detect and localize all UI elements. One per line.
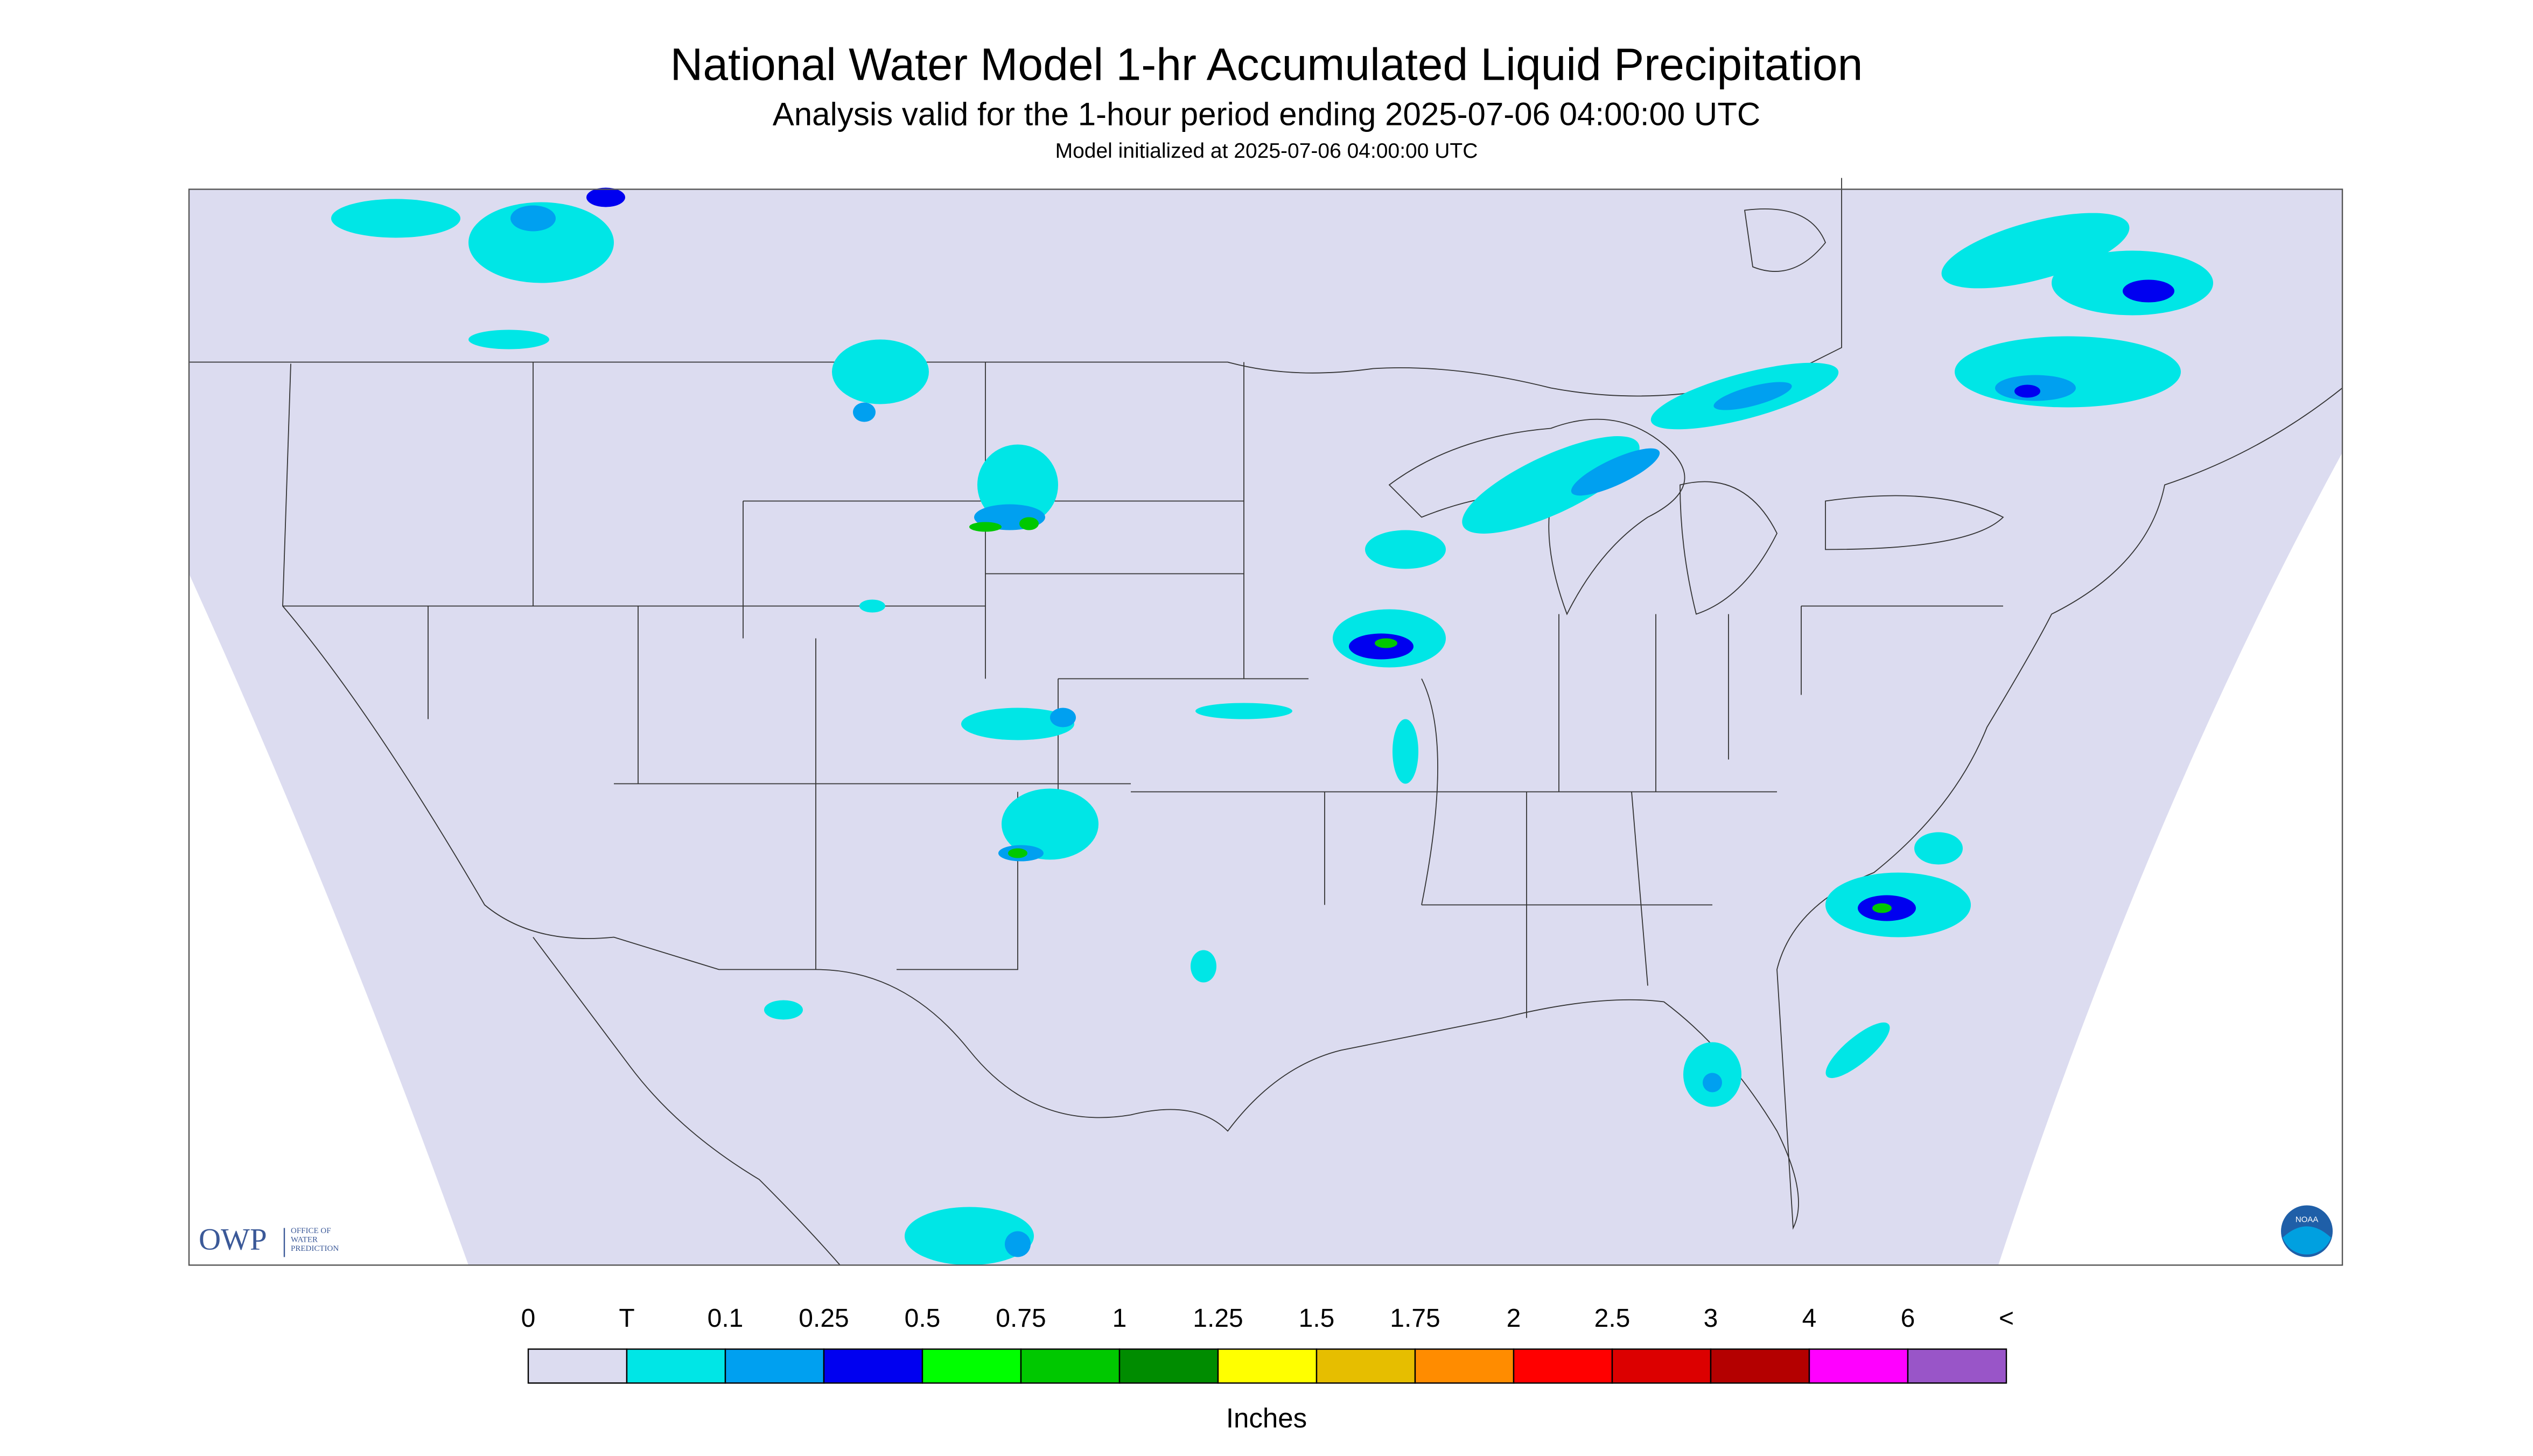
owp-logo-line: WATER (291, 1235, 318, 1244)
precip-area (1195, 703, 1292, 719)
precip-area (1955, 336, 2181, 408)
precip-area (2014, 384, 2040, 398)
map-frame (188, 188, 2343, 1266)
owp-logo-line: OFFICE OF (291, 1227, 331, 1235)
subtitle: Analysis valid for the 1-hour period end… (773, 96, 1760, 132)
precip-area (468, 202, 614, 283)
precip-area (859, 599, 885, 613)
precip-area (1393, 719, 1418, 784)
precip-area (586, 187, 625, 207)
precip-area (2123, 279, 2174, 303)
precip-area (331, 199, 460, 238)
noaa-label: NOAA (2296, 1215, 2319, 1224)
precip-area (1050, 708, 1076, 727)
legend-swatch (1611, 1348, 1712, 1384)
legend-swatch (724, 1348, 825, 1384)
legend-label: 0.75 (996, 1304, 1046, 1333)
precip-area (1005, 1231, 1031, 1257)
legend-swatch (823, 1348, 923, 1384)
legend-swatch (1118, 1348, 1219, 1384)
precip-area (1941, 213, 2130, 289)
precip-area (468, 330, 549, 349)
legend-label: 1.25 (1193, 1304, 1243, 1333)
precip-area (1713, 382, 1792, 410)
legend-swatch (527, 1348, 628, 1384)
precip-area (1462, 436, 1640, 534)
units-label: Inches (1226, 1403, 1307, 1433)
precip-area (905, 1207, 1034, 1265)
precip-area (1703, 1073, 1722, 1093)
model-init: Model initialized at 2025-07-06 04:00:00… (1055, 139, 1478, 163)
legend-label: 4 (1802, 1304, 1817, 1333)
legend-swatch (1316, 1348, 1416, 1384)
precip-area (1008, 848, 1027, 858)
projection-edge (189, 573, 468, 1265)
legend-label: 0.25 (799, 1304, 849, 1333)
legend-label: 0.5 (905, 1304, 941, 1333)
precip-area (1365, 530, 1446, 569)
legend-label: 2 (1507, 1304, 1521, 1333)
owp-logo-line: PREDICTION (291, 1244, 339, 1253)
legend-label: 6 (1901, 1304, 1915, 1333)
precip-area (510, 205, 556, 232)
precip-area (969, 522, 1002, 532)
precip-area (1872, 903, 1892, 913)
noaa-logo-wave (2283, 1226, 2331, 1255)
legend-swatch (1710, 1348, 1810, 1384)
legend-label: 1.5 (1299, 1304, 1335, 1333)
precip-area (1002, 788, 1098, 860)
owp-logo: OWP (199, 1223, 267, 1257)
legend-label: T (619, 1304, 634, 1333)
precip-area (1191, 950, 1216, 983)
legend-swatch (1020, 1348, 1121, 1384)
precip-area (1825, 1022, 1890, 1079)
legend-label: 1 (1112, 1304, 1127, 1333)
title: National Water Model 1-hr Accumulated Li… (670, 39, 1863, 90)
precip-area (1375, 638, 1397, 648)
precip-area (961, 708, 1074, 740)
precip-area (1571, 448, 1660, 496)
legend-label: < (1999, 1304, 2014, 1333)
legend-swatch (1907, 1348, 2007, 1384)
legend-label: 0.1 (708, 1304, 744, 1333)
precip-area (764, 1000, 803, 1020)
precipitation (331, 187, 2213, 1265)
legend-swatch (1414, 1348, 1515, 1384)
precip-area (1019, 517, 1039, 530)
legend-label: 0 (521, 1304, 536, 1333)
precip-area (832, 339, 929, 404)
projection-edge (1998, 452, 2342, 1265)
legend-swatch (1513, 1348, 1613, 1384)
legend-label: 2.5 (1594, 1304, 1631, 1333)
precip-area (1914, 832, 1963, 865)
legend-swatch (921, 1348, 1022, 1384)
legend-label: 3 (1704, 1304, 1718, 1333)
legend-label: 1.75 (1390, 1304, 1440, 1333)
colorbar: 0 T 0.1 0.25 0.5 0.75 1 1.25 1.5 1.75 2 2.5 3 4 6 < (521, 1304, 2014, 1384)
legend-swatch (1217, 1348, 1318, 1384)
legend-swatch (626, 1348, 726, 1384)
legend-swatch (1808, 1348, 1909, 1384)
precip-area (853, 402, 876, 422)
